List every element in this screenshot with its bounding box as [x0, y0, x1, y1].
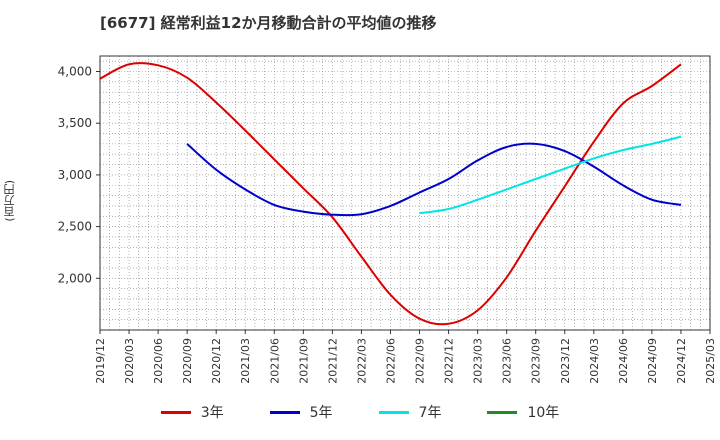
legend-item-2: 5年 [269, 402, 333, 422]
legend-item-1: 3年 [160, 402, 224, 422]
x-tick-label: 2024/03 [588, 338, 601, 384]
x-tick-label: 2021/06 [268, 338, 281, 384]
x-tick-label: 2021/03 [239, 338, 252, 384]
x-tick-label: 2020/03 [123, 338, 136, 384]
grid [99, 56, 711, 331]
x-tick-label: 2024/09 [646, 338, 659, 384]
x-tick-label: 2022/12 [443, 338, 456, 384]
legend-label: 5年 [309, 405, 333, 421]
x-tick-label: 2021/12 [326, 338, 339, 384]
x-tick-label: 2024/06 [617, 338, 630, 384]
legend-swatch [378, 410, 409, 414]
x-tick-label: 2024/12 [675, 338, 688, 384]
legend-label: 7年 [418, 405, 442, 421]
legend-swatch [487, 410, 518, 414]
legend-item-4: 10年 [487, 402, 559, 422]
y-tick-label: 2,500 [58, 220, 92, 234]
x-tick-label: 2023/06 [501, 338, 514, 384]
y-tick-label: 3,500 [58, 116, 92, 130]
series-lines [99, 62, 682, 326]
x-tick-label: 2025/03 [704, 338, 717, 384]
x-tick-label: 2023/03 [472, 338, 485, 384]
series-line-1 [99, 62, 682, 326]
y-tick-label: 3,000 [58, 168, 92, 182]
x-tick-label: 2019/12 [94, 338, 107, 384]
x-tick-label: 2023/12 [559, 338, 572, 384]
x-tick-label: 2020/12 [210, 338, 223, 384]
x-tick-label: 2021/09 [297, 338, 310, 384]
plot-frame [99, 55, 711, 331]
x-tick-label: 2020/09 [181, 338, 194, 384]
x-tick-label: 2023/09 [530, 338, 543, 384]
series-line-3 [419, 135, 682, 215]
axes: 2,000 2,500 3,000 3,500 4,000 2019/12 2020/03 2… [58, 55, 717, 384]
x-tick-label: 2022/03 [355, 338, 368, 384]
legend: 3年 5年 7年 10年 [0, 402, 720, 422]
legend-swatch [269, 410, 300, 414]
x-tick-label: 2022/06 [384, 338, 397, 384]
legend-swatch [160, 410, 191, 414]
legend-label: 3年 [200, 405, 224, 421]
series-line-2 [186, 142, 682, 217]
x-tick-label: 2020/06 [152, 338, 165, 384]
chart-title: [6677] 経常利益12か月移動合計の平均値の推移 [100, 14, 437, 32]
x-tick-label: 2022/09 [414, 338, 427, 384]
y-tick-label: 2,000 [58, 271, 92, 285]
y-tick-label: 4,000 [58, 65, 92, 79]
legend-label: 10年 [527, 405, 560, 421]
legend-item-3: 7年 [378, 402, 442, 422]
